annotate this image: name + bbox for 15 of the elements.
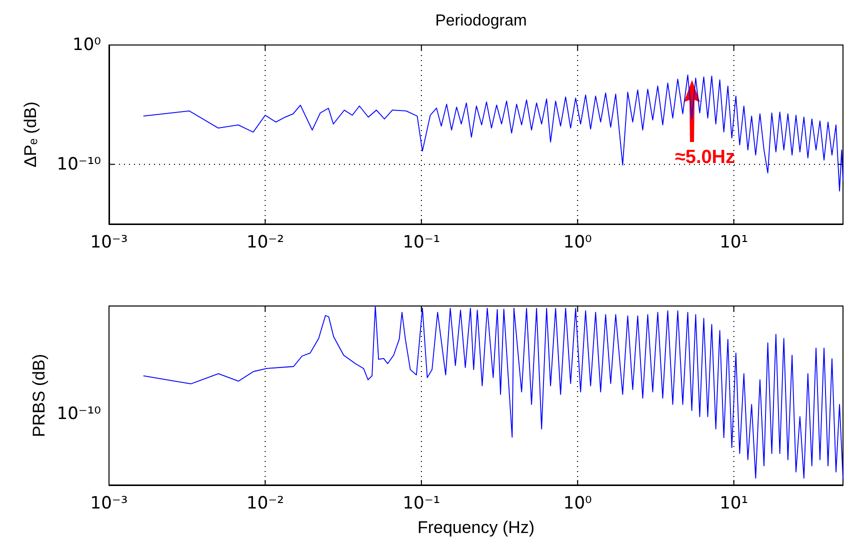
x-tick-label: 10¹ <box>720 232 748 252</box>
x-axis-title: Frequency (Hz) <box>417 518 535 537</box>
y-axis-title: ΔPₑ (dB) <box>21 102 40 168</box>
x-tick-label: 10⁻² <box>246 494 284 514</box>
x-tick-label: 10⁰ <box>563 494 592 514</box>
x-tick-label: 10⁻¹ <box>402 494 440 514</box>
annotation: ≈5.0Hz <box>674 147 736 169</box>
x-tick-label: 10⁻² <box>246 232 284 252</box>
x-tick-label: 10⁰ <box>563 232 592 252</box>
y-axis-title: PRBS (dB) <box>30 354 48 438</box>
x-tick-label: 10⁻³ <box>90 494 128 514</box>
chart-title: Periodogram <box>435 12 527 30</box>
x-tick-label: 10⁻¹ <box>402 232 440 252</box>
x-tick-label: 10¹ <box>720 494 748 514</box>
x-tick-label: 10⁻³ <box>90 232 128 252</box>
